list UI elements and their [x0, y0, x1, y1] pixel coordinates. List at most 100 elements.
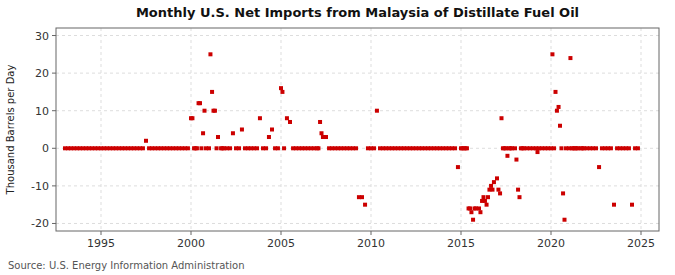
tick-label: 2000 — [177, 237, 205, 250]
grid-line — [281, 28, 282, 231]
point — [190, 116, 194, 120]
point — [320, 131, 324, 135]
tick-label: 1995 — [87, 237, 115, 250]
point — [453, 146, 457, 150]
point — [270, 128, 274, 132]
point — [372, 146, 376, 150]
tick-mark — [461, 231, 462, 235]
tick-mark — [281, 231, 282, 235]
grid-line — [56, 110, 659, 111]
point — [203, 109, 207, 113]
point — [498, 191, 502, 195]
point — [477, 206, 481, 210]
grid-line — [191, 28, 192, 231]
point — [597, 165, 601, 169]
point — [491, 188, 495, 192]
source: Source: U.S. Energy Information Administ… — [8, 260, 245, 271]
point — [514, 158, 518, 162]
point — [237, 146, 241, 150]
point — [228, 146, 232, 150]
point — [478, 210, 482, 214]
point — [471, 218, 475, 222]
point — [318, 120, 322, 124]
tick-label: -10 — [31, 180, 49, 193]
point — [285, 116, 289, 120]
grid-line — [371, 28, 372, 231]
point — [536, 150, 540, 154]
tick-mark — [52, 73, 56, 74]
point — [186, 146, 190, 150]
point — [594, 146, 598, 150]
point — [195, 146, 199, 150]
point — [215, 146, 219, 150]
tick-label: 0 — [42, 142, 49, 155]
point — [141, 146, 145, 150]
point — [258, 116, 262, 120]
grid-line — [56, 73, 659, 74]
point — [557, 105, 561, 109]
point — [483, 199, 487, 203]
point — [354, 146, 358, 150]
point — [198, 101, 202, 105]
point — [316, 146, 320, 150]
point — [496, 188, 500, 192]
tick-mark — [191, 231, 192, 235]
point — [609, 146, 613, 150]
point — [267, 135, 271, 139]
point — [627, 146, 631, 150]
point — [375, 109, 379, 113]
point — [492, 180, 496, 184]
grid — [56, 28, 659, 231]
point — [324, 135, 328, 139]
tick-label: 2010 — [357, 237, 385, 250]
y-axis-label: Thousand Barrels per Day — [5, 65, 16, 196]
tick-label: 2020 — [537, 237, 565, 250]
point — [465, 146, 469, 150]
point — [612, 203, 616, 207]
point — [468, 206, 472, 210]
tick-label: -20 — [31, 217, 49, 230]
point — [505, 154, 509, 158]
point — [555, 109, 559, 113]
tick-label: 2025 — [627, 237, 655, 250]
point — [482, 195, 486, 199]
point — [210, 90, 214, 94]
grid-line — [101, 28, 102, 231]
tick-label: 30 — [35, 30, 49, 43]
point — [201, 131, 205, 135]
point — [208, 52, 212, 56]
tick-label: 2015 — [447, 237, 475, 250]
point — [513, 146, 517, 150]
point — [489, 184, 493, 188]
grid-line — [641, 28, 642, 231]
tick-mark — [551, 231, 552, 235]
point — [216, 135, 220, 139]
point — [456, 165, 460, 169]
point — [207, 146, 211, 150]
point — [469, 210, 473, 214]
grid-line — [56, 223, 659, 224]
point — [255, 146, 259, 150]
tick-mark — [52, 185, 56, 186]
point — [559, 146, 563, 150]
point — [550, 52, 554, 56]
point — [516, 188, 520, 192]
tick-mark — [52, 223, 56, 224]
title: Monthly U.S. Net Imports from Malaysia o… — [136, 5, 579, 20]
point — [485, 203, 489, 207]
point — [568, 56, 572, 60]
point — [554, 90, 558, 94]
tick-label: 20 — [35, 67, 49, 80]
grid-line — [56, 185, 659, 186]
point — [280, 90, 284, 94]
chart: 1995200020052010201520202025-20-10010203… — [0, 0, 675, 275]
point — [486, 195, 490, 199]
point — [288, 120, 292, 124]
tick-mark — [371, 231, 372, 235]
point — [630, 203, 634, 207]
grid-line — [551, 28, 552, 231]
point — [282, 146, 286, 150]
grid-line — [56, 35, 659, 36]
point — [276, 146, 280, 150]
tick-label: 2005 — [267, 237, 295, 250]
